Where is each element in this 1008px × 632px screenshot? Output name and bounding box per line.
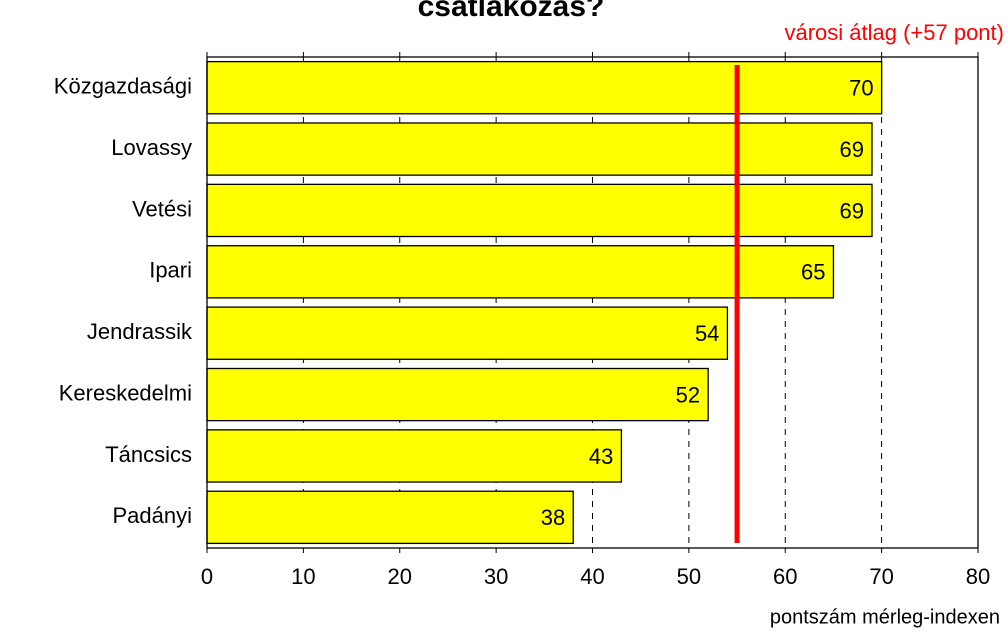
data-label: 70 [849,76,873,101]
x-tick-label: 30 [484,564,508,589]
data-label: 52 [676,382,700,407]
bar [206,429,623,483]
x-tick-label: 10 [291,564,315,589]
x-tick-label: 70 [869,564,893,589]
x-tick-label: 20 [388,564,412,589]
x-tick-label: 80 [966,564,990,589]
x-tick-label: 50 [677,564,701,589]
data-label: 43 [589,444,613,469]
bar [206,60,883,115]
x-tick-label: 0 [201,564,213,589]
data-label: 54 [695,321,719,346]
y-tick-label: Táncsics [105,442,192,467]
y-tick-label: Jendrassik [87,319,193,344]
data-label: 69 [840,198,864,223]
y-tick-label: Ipari [149,258,192,283]
bar [206,367,709,422]
bar [206,306,729,360]
bar [206,245,835,299]
data-label: 69 [840,137,864,162]
x-tick-label: 40 [580,564,604,589]
chart-title: csatlakozás? [418,0,605,23]
plot-frame [206,56,979,549]
data-label: 65 [801,260,825,285]
reference-label: városi átlag (+57 pont) [784,20,1004,45]
x-axis-label: pontszám mérleg-indexen [770,606,1000,628]
data-label: 38 [541,505,565,530]
bar [206,490,574,545]
y-tick-label: Kereskedelmi [59,380,192,405]
x-tick-label: 60 [773,564,797,589]
y-tick-label: Közgazdasági [54,74,192,99]
y-tick-label: Vetési [132,196,192,221]
y-tick-label: Lovassy [111,135,192,160]
y-tick-label: Padányi [112,503,192,528]
bar [206,122,873,176]
bar [206,183,873,238]
